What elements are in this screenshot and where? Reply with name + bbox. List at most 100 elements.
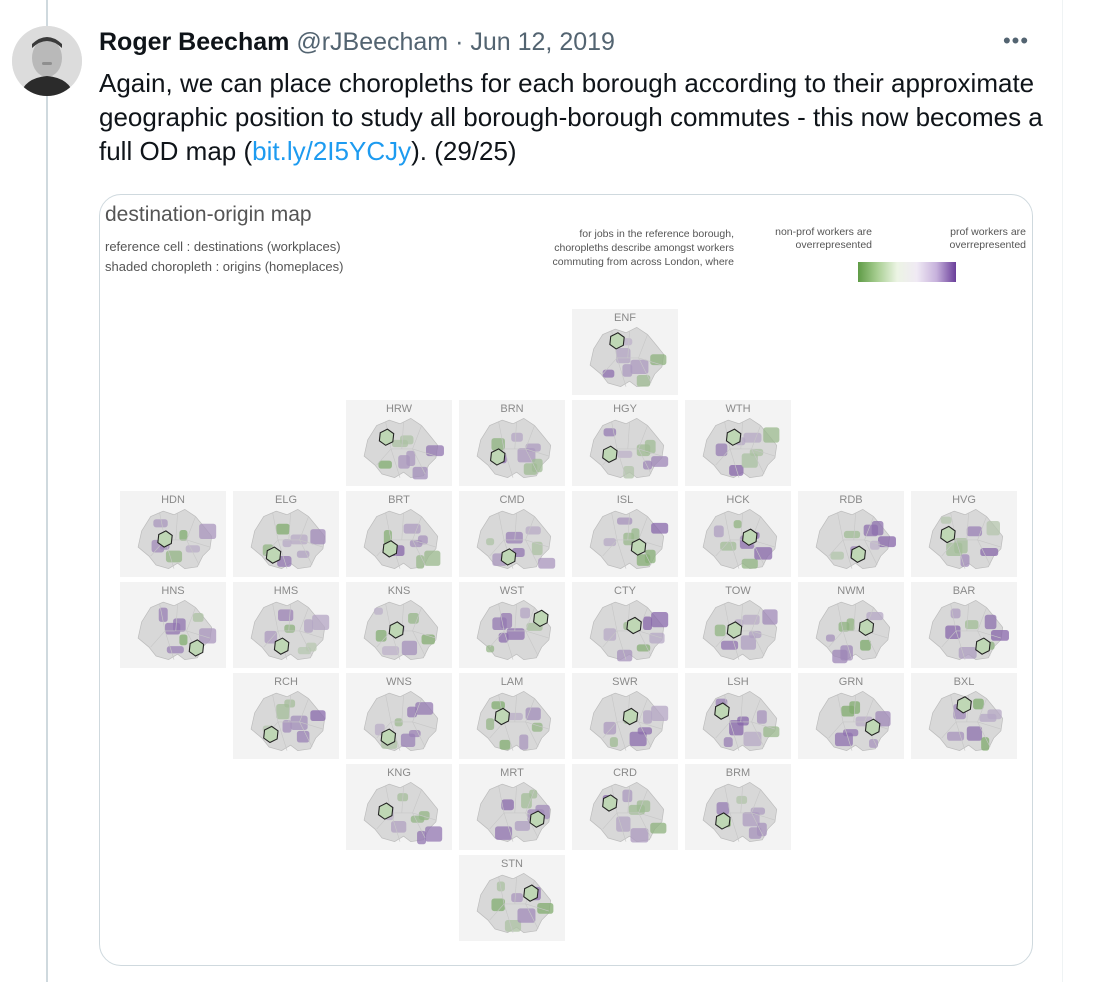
borough-label: CRD	[613, 767, 637, 779]
borough-label: STN	[501, 858, 523, 870]
reference-borough-outline	[956, 696, 972, 714]
user-handle[interactable]: @rJBeecham	[296, 28, 449, 56]
reference-borough-outline	[380, 728, 397, 746]
borough-label: BRN	[500, 403, 524, 415]
borough-choropleth	[363, 417, 444, 480]
borough-cell-hms: HMS	[233, 582, 339, 668]
legend-label-line: non-prof workers are	[775, 226, 872, 238]
reference-borough-outline	[940, 525, 956, 544]
borough-choropleth	[589, 781, 667, 843]
borough-choropleth	[250, 599, 330, 661]
reference-borough-outline	[714, 702, 730, 720]
reference-borough-outline	[630, 538, 647, 556]
display-name[interactable]: Roger Beecham	[99, 28, 290, 56]
tweet-media-image[interactable]: destination-origin map reference cell : …	[99, 194, 1033, 966]
borough-label: HCK	[726, 494, 750, 506]
borough-label: MRT	[500, 767, 524, 779]
borough-choropleth	[363, 599, 439, 661]
borough-choropleth	[928, 508, 1004, 570]
borough-choropleth	[928, 599, 1009, 661]
borough-cell-rdb: RDB	[798, 491, 904, 577]
borough-label: CTY	[614, 585, 636, 597]
reference-borough-outline	[382, 540, 398, 558]
map-title: destination-origin map	[105, 203, 312, 226]
borough-cell-hvg: HVG	[911, 491, 1017, 577]
borough-cell-hns: HNS	[120, 582, 226, 668]
more-options-icon[interactable]: •••	[1002, 28, 1030, 53]
borough-choropleth	[702, 690, 780, 752]
reference-borough-outline	[377, 802, 394, 820]
borough-label: RDB	[839, 494, 863, 506]
timeline-border	[1062, 0, 1063, 982]
borough-cell-wth: WTH	[685, 400, 791, 486]
borough-cell-grn: GRN	[798, 673, 904, 759]
legend-label-line: overrepresented	[949, 239, 1026, 251]
borough-label: HGY	[613, 403, 637, 415]
legend-prof-label: prof workers are overrepresented	[906, 226, 1026, 252]
borough-label: ELG	[274, 494, 297, 506]
borough-cell-brt: BRT	[346, 491, 452, 577]
borough-choropleth	[476, 872, 554, 934]
reference-borough-outline	[602, 794, 618, 812]
borough-cell-brm: BRM	[685, 764, 791, 850]
avatar[interactable]	[12, 26, 82, 96]
borough-choropleth	[476, 781, 552, 843]
tweet-text-end: ). (29/25)	[411, 136, 517, 166]
borough-label: BRM	[725, 767, 751, 779]
borough-label: BXL	[953, 676, 975, 688]
borough-label: WST	[499, 585, 525, 597]
legend-description: for jobs in the reference borough, choro…	[482, 227, 735, 269]
borough-choropleth	[476, 690, 552, 752]
borough-choropleth	[476, 417, 552, 479]
reference-borough-outline	[494, 707, 510, 726]
borough-choropleth	[250, 508, 326, 570]
map-subtitle-2: shaded choropleth : origins (homeplaces)	[105, 259, 344, 274]
tweet-text: Again, we can place choropleths for each…	[99, 66, 1049, 168]
borough-label: KNS	[387, 585, 411, 597]
borough-label: NWM	[837, 585, 865, 597]
borough-label: HMS	[273, 585, 299, 597]
borough-label: HNS	[161, 585, 185, 597]
reference-borough-outline	[726, 621, 743, 639]
borough-cell-enf: ENF	[572, 309, 678, 395]
tweet-link[interactable]: bit.ly/2I5YCJy	[252, 136, 412, 166]
borough-cell-hdn: HDN	[120, 491, 226, 577]
reference-borough-outline	[602, 445, 618, 463]
thread-line	[46, 0, 48, 982]
map-subtitle-1: reference cell : destinations (workplace…	[105, 239, 341, 254]
borough-cell-lsh: LSH	[685, 673, 791, 759]
borough-cell-hgy: HGY	[572, 400, 678, 486]
reference-borough-outline	[263, 725, 279, 744]
borough-label: LAM	[500, 676, 524, 688]
borough-cell-bxl: BXL	[911, 673, 1017, 759]
borough-cell-kng: KNG	[346, 764, 452, 850]
reference-borough-outline	[626, 616, 642, 635]
reference-borough-outline	[742, 528, 758, 546]
reference-borough-outline	[850, 545, 867, 563]
tweet-date[interactable]: Jun 12, 2019	[470, 28, 615, 56]
borough-label: CMD	[499, 494, 525, 506]
reference-borough-outline	[864, 718, 881, 736]
borough-cell-crd: CRD	[572, 764, 678, 850]
borough-label: ENF	[614, 312, 636, 324]
borough-label: WTH	[725, 403, 751, 415]
borough-choropleth	[815, 508, 896, 570]
borough-choropleth	[589, 326, 667, 388]
reference-borough-outline	[715, 812, 731, 830]
borough-cell-wns: WNS	[346, 673, 452, 759]
borough-label: HDN	[161, 494, 185, 506]
reference-borough-outline	[157, 530, 173, 548]
reference-borough-outline	[529, 810, 545, 828]
borough-label: TOW	[725, 585, 751, 597]
borough-label: ISL	[616, 494, 634, 506]
borough-choropleth	[702, 781, 778, 843]
borough-choropleth	[589, 599, 669, 662]
borough-label: LSH	[727, 676, 749, 688]
legend-label-line: prof workers are	[950, 226, 1026, 238]
separator-dot: ·	[455, 28, 464, 56]
borough-choropleth	[589, 508, 669, 570]
borough-choropleth	[589, 417, 669, 479]
borough-choropleth	[476, 508, 556, 570]
borough-cell-cty: CTY	[572, 582, 678, 668]
borough-cell-bar: BAR	[911, 582, 1017, 668]
